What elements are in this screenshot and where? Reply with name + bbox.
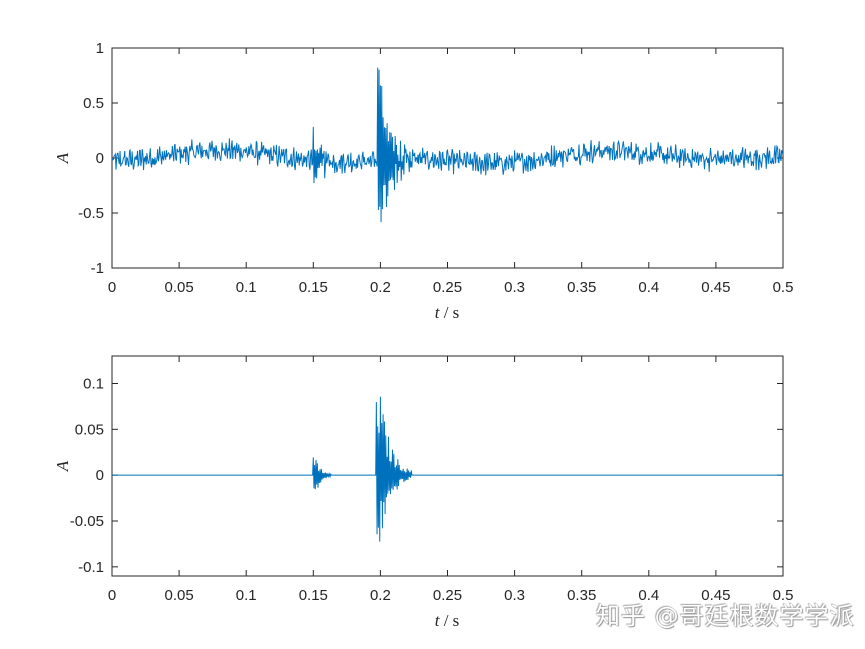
x-tick-label: 0.25 (433, 587, 462, 604)
top-plot-frame (111, 47, 784, 269)
x-tick-label: 0.25 (433, 279, 462, 296)
x-tick-label: 0 (108, 279, 116, 296)
bottom-axes: 0 0.05 0.1 0.15 0.2 0.25 0.3 0.35 0.4 0.45 0.5 -0.1… (53, 355, 794, 630)
x-tick-label: 0.4 (638, 279, 659, 296)
x-tick-label: 0.05 (164, 279, 193, 296)
x-tick-label: 0.15 (299, 587, 328, 604)
y-tick-label: -0.5 (78, 205, 104, 222)
x-tick-label: 0.2 (370, 279, 391, 296)
x-tick-label: 0.3 (504, 279, 525, 296)
y-tick-label: -1 (91, 260, 104, 277)
x-tick-label: 0.15 (299, 279, 328, 296)
y-tick-label: 0.1 (83, 376, 104, 393)
x-tick-label: 0.3 (504, 587, 525, 604)
y-tick-label: -0.1 (78, 559, 104, 576)
x-tick-label: 0.45 (701, 587, 730, 604)
x-tick-label: 0.4 (638, 587, 659, 604)
y-tick-label: -0.05 (70, 513, 104, 530)
top-axes: 0 0.05 0.1 0.15 0.2 0.25 0.3 0.35 0.4 0.45 0.5 -1 -0… (53, 40, 793, 322)
x-tick-label: 0.05 (164, 587, 193, 604)
y-tick-label: 0.05 (75, 421, 104, 438)
top-y-axis-label: A (53, 152, 72, 164)
y-tick-label: 0 (96, 467, 104, 484)
x-tick-label: 0.45 (701, 279, 730, 296)
x-tick-label: 0.35 (567, 587, 596, 604)
bottom-x-axis-label: t / s (435, 611, 460, 630)
x-tick-label: 0.1 (236, 587, 257, 604)
top-ticks: 0 0.05 0.1 0.15 0.2 0.25 0.3 0.35 0.4 0.45 0.5 -1 -0… (78, 40, 793, 296)
x-tick-label: 0.1 (236, 279, 257, 296)
bottom-ticks: 0 0.05 0.1 0.15 0.2 0.25 0.3 0.35 0.4 0.45 0.5 -0.1… (70, 356, 794, 604)
bottom-y-axis-label: A (53, 460, 72, 472)
watermark-text: 知乎 @哥廷根数学学派 (596, 602, 855, 630)
x-tick-label: 0.5 (773, 279, 794, 296)
x-tick-label: 0.2 (370, 587, 391, 604)
bottom-plot-frame (111, 355, 784, 577)
y-tick-label: 1 (96, 40, 104, 57)
bottom-signal-line (112, 396, 783, 542)
x-tick-label: 0 (108, 587, 116, 604)
y-tick-label: 0 (96, 150, 104, 167)
top-x-axis-label: t / s (435, 303, 460, 322)
x-tick-label: 0.5 (773, 587, 794, 604)
y-tick-label: 0.5 (83, 95, 104, 112)
x-tick-label: 0.35 (567, 279, 596, 296)
top-signal-line (111, 67, 784, 223)
